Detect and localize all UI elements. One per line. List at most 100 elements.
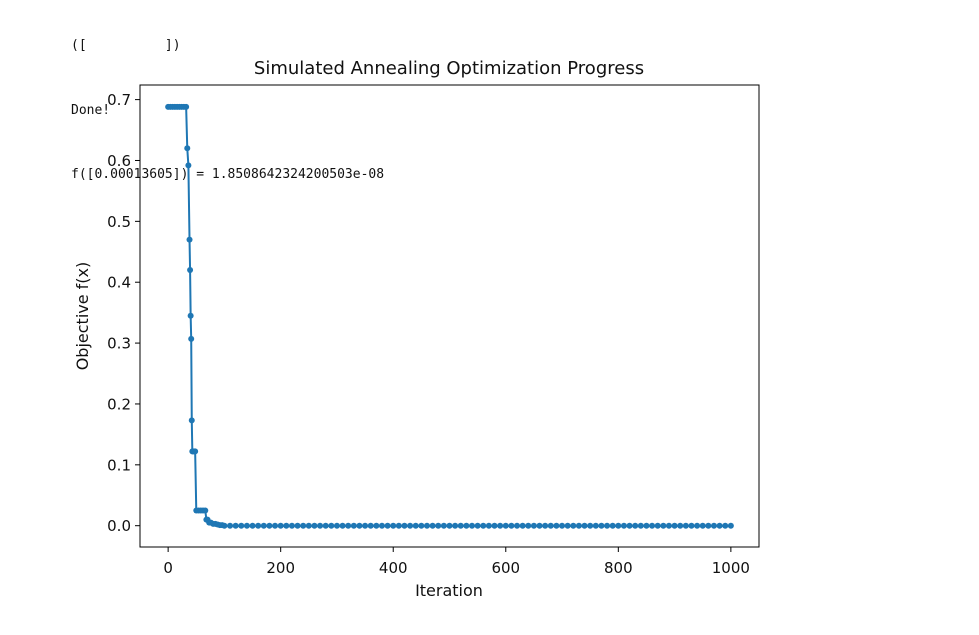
- data-point: [401, 522, 408, 529]
- data-point: [665, 522, 672, 529]
- data-point: [384, 522, 391, 529]
- data-point: [688, 522, 695, 529]
- data-point: [435, 522, 442, 529]
- data-point: [677, 522, 684, 529]
- console-done-line: Done!: [71, 102, 111, 118]
- y-tick-label: 0.2: [107, 395, 131, 413]
- data-point: [637, 522, 644, 529]
- data-point: [654, 522, 661, 529]
- data-point: [536, 522, 543, 529]
- data-point: [519, 522, 526, 529]
- series-line: [168, 105, 731, 527]
- data-point: [328, 522, 335, 529]
- data-point: [311, 522, 318, 529]
- data-point: [412, 522, 419, 529]
- data-point: [243, 522, 250, 529]
- data-point: [620, 522, 627, 529]
- data-point: [671, 522, 678, 529]
- data-point: [587, 522, 594, 529]
- data-point: [452, 522, 459, 529]
- data-point: [350, 522, 357, 529]
- data-point: [525, 522, 532, 529]
- data-point: [345, 522, 352, 529]
- data-point: [322, 522, 329, 529]
- data-point: [188, 335, 195, 342]
- data-point: [474, 522, 481, 529]
- console-output: ([ ]) Done! f([0.00013605]) = 1.85086423…: [71, 0, 384, 207]
- data-point: [592, 522, 599, 529]
- data-point: [694, 522, 701, 529]
- data-point: [514, 522, 521, 529]
- y-tick-label: 0.1: [107, 456, 131, 474]
- data-point: [356, 522, 363, 529]
- x-tick-label: 0: [163, 559, 173, 577]
- data-point: [699, 522, 706, 529]
- y-axis: 0.0 0.1 0.2 0.3 0.4 0.5 0.6 0.7: [107, 91, 140, 535]
- x-tick-label: 800: [604, 559, 633, 577]
- data-point: [502, 522, 509, 529]
- data-point: [266, 522, 273, 529]
- data-point: [249, 522, 256, 529]
- data-point: [288, 522, 295, 529]
- data-point: [227, 522, 234, 529]
- x-tick-label: 400: [379, 559, 408, 577]
- data-point: [317, 522, 324, 529]
- y-tick-label: 0.4: [107, 274, 131, 292]
- data-point: [497, 522, 504, 529]
- data-point: [469, 522, 476, 529]
- console-partial-line: ([ ]): [71, 38, 181, 53]
- data-point: [221, 522, 228, 529]
- data-point: [508, 522, 515, 529]
- data-point: [429, 522, 436, 529]
- data-point: [559, 522, 566, 529]
- data-point: [626, 522, 633, 529]
- data-point: [187, 267, 194, 274]
- data-point: [632, 522, 639, 529]
- data-point: [575, 522, 582, 529]
- data-point: [300, 522, 307, 529]
- x-tick-label: 600: [491, 559, 520, 577]
- data-point: [598, 522, 605, 529]
- data-point: [480, 522, 487, 529]
- data-point: [727, 522, 734, 529]
- plot-frame: [139, 84, 760, 548]
- data-point: [649, 522, 656, 529]
- data-point: [390, 522, 397, 529]
- data-point: [260, 522, 267, 529]
- data-point: [716, 522, 723, 529]
- data-point: [192, 448, 199, 455]
- data-point: [682, 522, 689, 529]
- data-point: [362, 522, 369, 529]
- data-point: [373, 522, 380, 529]
- data-point: [283, 522, 290, 529]
- data-point: [188, 417, 195, 424]
- data-point: [604, 522, 611, 529]
- data-point: [564, 522, 571, 529]
- data-point: [609, 522, 616, 529]
- data-point: [367, 522, 374, 529]
- data-point: [440, 522, 447, 529]
- data-point: [570, 522, 577, 529]
- data-point: [581, 522, 588, 529]
- data-point: [722, 522, 729, 529]
- x-axis-label: Iteration: [415, 581, 483, 600]
- data-point: [333, 522, 340, 529]
- data-point: [553, 522, 560, 529]
- chart-title: Simulated Annealing Optimization Progres…: [254, 58, 644, 79]
- y-tick-label: 0.6: [107, 152, 131, 170]
- data-point: [660, 522, 667, 529]
- data-point: [418, 522, 425, 529]
- y-tick-label: 0.5: [107, 213, 131, 231]
- x-tick-label: 200: [266, 559, 295, 577]
- data-point: [305, 522, 312, 529]
- data-point: [185, 162, 192, 169]
- data-point: [395, 522, 402, 529]
- data-point: [238, 522, 245, 529]
- data-point: [378, 522, 385, 529]
- data-point: [183, 103, 190, 110]
- data-point: [615, 522, 622, 529]
- data-point: [407, 522, 414, 529]
- data-point: [272, 522, 279, 529]
